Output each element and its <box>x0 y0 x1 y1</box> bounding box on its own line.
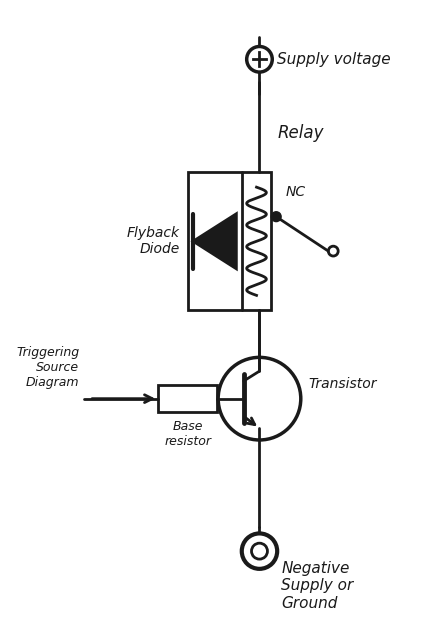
Text: Supply voltage: Supply voltage <box>277 52 391 67</box>
Text: Transistor: Transistor <box>309 377 377 391</box>
Text: Base
resistor: Base resistor <box>164 420 211 448</box>
Text: Relay: Relay <box>277 124 324 142</box>
Bar <box>158 385 217 412</box>
Text: Flyback
Diode: Flyback Diode <box>127 226 180 256</box>
Text: Triggering
Source
Diagram: Triggering Source Diagram <box>16 346 79 389</box>
Bar <box>187 172 271 310</box>
Polygon shape <box>193 214 237 269</box>
Text: Negative
Supply or
Ground: Negative Supply or Ground <box>281 561 353 611</box>
Circle shape <box>271 212 281 221</box>
Text: NC: NC <box>286 185 306 199</box>
